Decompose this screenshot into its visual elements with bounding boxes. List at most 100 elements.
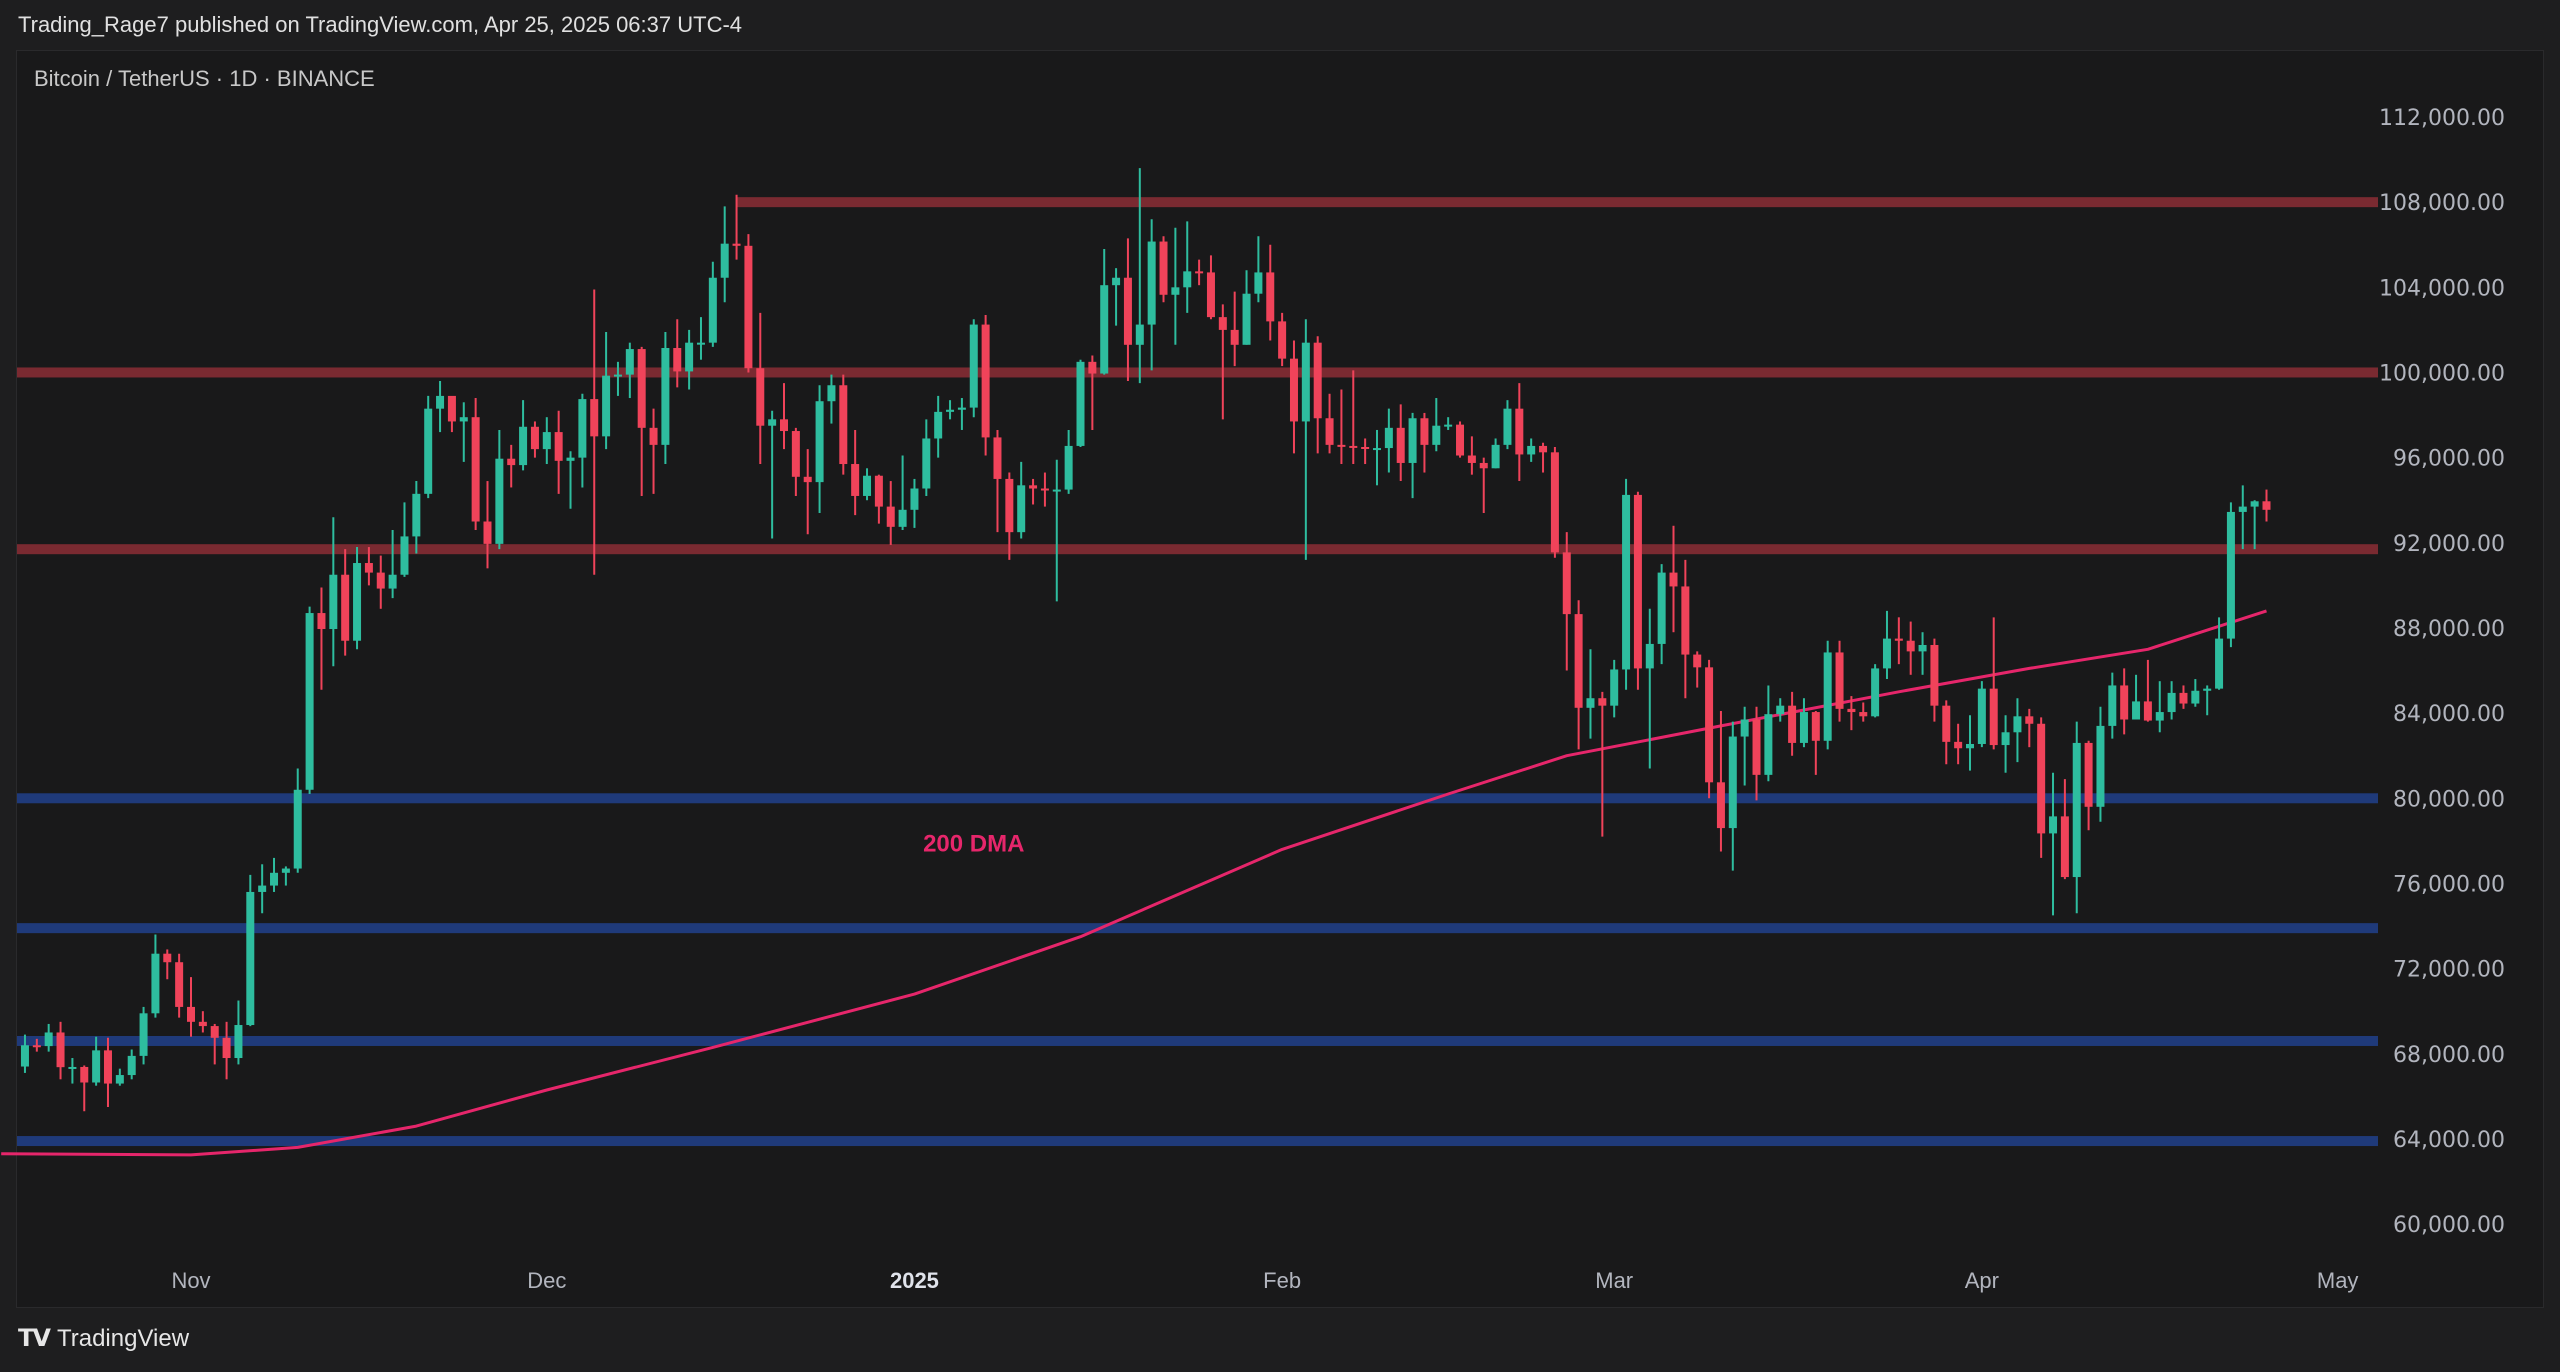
candle-body (1052, 489, 1061, 492)
candle (957, 398, 966, 430)
candle (1954, 723, 1963, 765)
candle-body (2060, 816, 2069, 878)
candle (483, 481, 492, 569)
candle-body (685, 342, 694, 372)
footer-brand[interactable]: TradingView (56, 1324, 190, 1352)
candle (2060, 779, 2069, 880)
candle (1254, 236, 1263, 303)
candle (2238, 485, 2247, 550)
candle (1598, 691, 1607, 837)
candle-body (246, 891, 255, 1026)
candle-body (1171, 287, 1180, 295)
candle (222, 1021, 231, 1080)
candle-body (1930, 644, 1939, 706)
candle-body (400, 536, 409, 575)
support-level-line (17, 793, 2378, 804)
candle-body (2049, 816, 2058, 834)
candle-body (1254, 272, 1263, 294)
candle-body (1728, 736, 1737, 829)
candle-body (2025, 716, 2034, 724)
candle-body (68, 1066, 77, 1069)
candle-body (969, 324, 978, 408)
candle-body (364, 563, 373, 573)
candle (602, 332, 611, 450)
candle (625, 342, 634, 399)
candle (2072, 721, 2081, 914)
y-tick-label: 92,000.00 (2393, 532, 2505, 557)
candle (1278, 312, 1287, 367)
candle-body (590, 399, 599, 437)
candle (1420, 412, 1429, 473)
candle (1373, 429, 1381, 486)
candle-body (1064, 445, 1073, 490)
candle (1977, 681, 1986, 748)
candle (1693, 651, 1702, 688)
support-level-line (17, 1035, 2378, 1046)
y-tick-label: 84,000.00 (2393, 702, 2505, 727)
candle-body (1954, 741, 1963, 749)
candle-body (1396, 427, 1405, 463)
candle (1966, 715, 1974, 771)
candle (2179, 685, 2188, 709)
x-tick-label: Apr (1965, 1268, 1999, 1293)
candle-body (210, 1026, 219, 1038)
candle (1942, 700, 1951, 765)
candle (1325, 393, 1334, 454)
candle (1622, 478, 1631, 690)
candle (1183, 221, 1192, 313)
candle (210, 1023, 219, 1065)
candle-body (1894, 638, 1903, 641)
candle-body (827, 385, 836, 402)
candle-body (293, 789, 302, 869)
candle (673, 319, 682, 388)
candle (175, 953, 184, 1018)
candle-body (2155, 712, 2164, 721)
candle-body (1966, 743, 1974, 749)
candle (1088, 355, 1097, 430)
candle-body (20, 1045, 29, 1067)
candle-body (1740, 719, 1749, 737)
candle-body (139, 1013, 148, 1056)
candle (756, 312, 765, 465)
candle (459, 402, 468, 462)
candle-body (187, 1006, 195, 1022)
candle (1705, 659, 1714, 799)
candle (1859, 702, 1868, 722)
candle (364, 547, 373, 586)
y-tick-label: 72,000.00 (2393, 958, 2505, 983)
candle (388, 530, 397, 599)
candle (1669, 525, 1678, 633)
candle (1894, 617, 1903, 665)
candle (1586, 649, 1595, 739)
tradingview-logo-icon[interactable]: 𝗧𝗩 (18, 1325, 51, 1352)
candle (2096, 706, 2105, 822)
candle (720, 206, 729, 303)
candle (1195, 259, 1204, 286)
candle-body (1349, 445, 1358, 448)
candle (554, 410, 563, 494)
candle-body (1562, 552, 1571, 615)
candle (1171, 227, 1180, 345)
candle-body (1657, 572, 1666, 644)
candle (507, 444, 516, 488)
candle-body (637, 349, 646, 428)
candle (1752, 706, 1761, 801)
candle (329, 517, 338, 667)
candle-body (1764, 714, 1773, 775)
candle (1479, 457, 1488, 513)
candle-body (1882, 638, 1891, 669)
candle (1871, 664, 1880, 718)
candle-body (1325, 418, 1334, 445)
candle (2084, 740, 2093, 831)
y-tick-label: 108,000.00 (2379, 191, 2505, 216)
candle (1527, 438, 1536, 462)
candle-body (1100, 285, 1109, 374)
candle-body (483, 521, 492, 544)
candle-body (2001, 732, 2010, 746)
candle-body (1918, 644, 1927, 652)
candle (519, 400, 528, 471)
candle-body (1230, 329, 1239, 345)
candle-body (1088, 361, 1097, 374)
candle-body (1610, 669, 1619, 706)
